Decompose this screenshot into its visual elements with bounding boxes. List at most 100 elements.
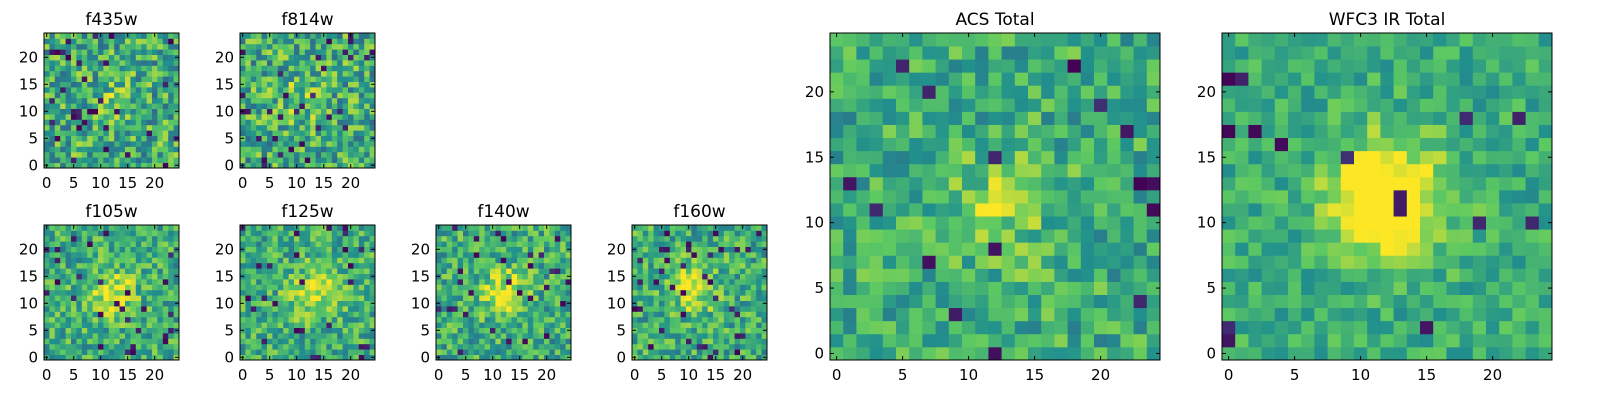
heatmap-cell — [130, 354, 137, 361]
heatmap-cell — [60, 33, 66, 39]
heatmap-cell — [267, 333, 273, 339]
heatmap-cell — [81, 33, 88, 39]
heatmap-cell — [49, 327, 56, 334]
heatmap-cell — [962, 124, 976, 139]
heatmap-cell — [1146, 333, 1161, 348]
heatmap-cell — [729, 252, 735, 258]
heatmap-cell — [446, 230, 453, 237]
heatmap-cell — [348, 343, 354, 350]
heatmap-cell — [348, 124, 354, 131]
heatmap-cell — [1094, 176, 1108, 191]
heatmap-cell — [342, 241, 349, 247]
heatmap-cell — [1406, 150, 1421, 165]
heatmap-cell — [691, 252, 698, 258]
heatmap-cell — [680, 289, 687, 296]
heatmap-cell — [484, 230, 491, 237]
heatmap-cell — [554, 306, 561, 312]
heatmap-cell — [342, 279, 349, 285]
heatmap-cell — [882, 242, 897, 256]
heatmap-cell — [331, 289, 338, 296]
heatmap-cell — [702, 289, 708, 296]
heatmap-cell — [119, 151, 126, 158]
heatmap-cell — [1028, 33, 1042, 47]
heatmap-cell — [364, 246, 370, 253]
heatmap-cell — [60, 262, 66, 269]
heatmap-cell — [723, 306, 730, 312]
heatmap-cell — [1420, 346, 1434, 361]
heatmap-cell — [1301, 203, 1315, 217]
heatmap-cell — [130, 97, 137, 104]
heatmap-cell — [152, 327, 158, 334]
heatmap-cell — [473, 354, 480, 361]
heatmap-cell — [256, 65, 262, 72]
heatmap-cell — [1380, 333, 1394, 348]
heatmap-cell — [173, 295, 180, 301]
heatmap-cell — [256, 289, 262, 296]
heatmap-cell — [490, 241, 496, 247]
heatmap-cell — [108, 295, 115, 301]
heatmap-cell — [750, 246, 757, 253]
heatmap-cell — [1406, 268, 1421, 282]
heatmap-cell — [988, 255, 1002, 269]
heatmap-cell — [544, 338, 550, 345]
heatmap-cell — [527, 338, 534, 345]
heatmap-cell — [1222, 333, 1236, 348]
heatmap-cell — [653, 284, 660, 291]
heatmap-cell — [331, 119, 338, 126]
heatmap-cell — [696, 289, 703, 296]
heatmap-cell — [240, 38, 246, 45]
heatmap-cell — [267, 349, 273, 355]
heatmap-cell — [162, 114, 169, 120]
y-tick-label: 5 — [28, 321, 38, 339]
heatmap-cell — [256, 135, 262, 142]
heatmap-cell — [173, 124, 180, 131]
heatmap-cell — [168, 141, 174, 147]
heatmap-cell — [1274, 242, 1289, 256]
heatmap-cell — [245, 97, 252, 104]
heatmap-cell — [718, 322, 725, 328]
heatmap-cell — [830, 294, 844, 309]
heatmap-cell — [326, 43, 333, 50]
y-tick-label: 20 — [215, 240, 234, 258]
heatmap-cell — [856, 216, 870, 230]
heatmap-cell — [659, 230, 665, 237]
heatmap-cell — [267, 262, 273, 269]
heatmap-cell — [1107, 124, 1121, 139]
heatmap-cell — [869, 242, 884, 256]
heatmap-cell — [659, 306, 665, 312]
heatmap-cell — [664, 273, 671, 280]
heatmap-cell — [135, 262, 142, 269]
heatmap-cell — [54, 279, 61, 285]
heatmap-cell — [315, 284, 322, 291]
heatmap-cell — [659, 295, 665, 301]
heatmap-cell — [702, 338, 708, 345]
heatmap-cell — [173, 65, 180, 72]
heatmap-cell — [364, 146, 370, 153]
heatmap-cell — [76, 70, 83, 77]
heatmap-cell — [441, 311, 448, 318]
heatmap-cell — [114, 151, 120, 158]
heatmap-cell — [277, 235, 284, 242]
heatmap-cell — [962, 255, 976, 269]
heatmap-cell — [988, 229, 1002, 243]
heatmap-cell — [272, 119, 279, 126]
heatmap-cell — [522, 225, 529, 231]
heatmap-cell — [729, 262, 735, 269]
heatmap-cell — [261, 262, 268, 269]
heatmap-cell — [146, 151, 153, 158]
heatmap-cell — [288, 81, 295, 88]
heatmap-cell — [909, 294, 923, 309]
heatmap-cell — [1274, 189, 1289, 204]
heatmap-cell — [369, 103, 376, 109]
heatmap-cell — [1248, 163, 1262, 178]
heatmap-cell — [441, 279, 448, 285]
heatmap-cell — [288, 135, 295, 142]
heatmap-cell — [299, 162, 306, 169]
heatmap-cell — [119, 43, 126, 50]
heatmap-cell — [457, 289, 464, 296]
heatmap-cell — [1094, 242, 1108, 256]
heatmap-cell — [310, 235, 316, 242]
heatmap-cell — [1367, 242, 1381, 256]
heatmap-cell — [119, 146, 126, 153]
heatmap-cell — [119, 97, 126, 104]
